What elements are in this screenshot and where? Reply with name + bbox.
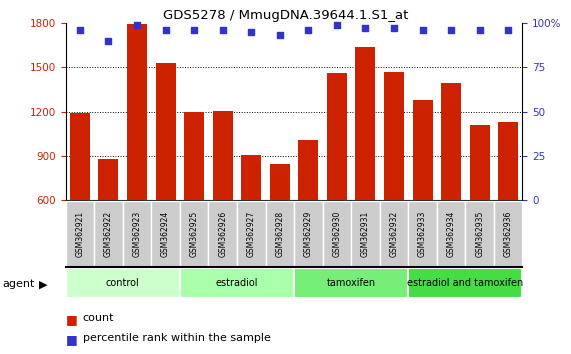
Text: GSM362929: GSM362929 [304,211,313,257]
Text: control: control [106,278,140,288]
FancyBboxPatch shape [294,201,323,267]
Text: ■: ■ [66,313,78,326]
Text: percentile rank within the sample: percentile rank within the sample [83,333,271,343]
Point [75,27,85,33]
FancyBboxPatch shape [266,201,294,267]
Point [132,22,142,28]
Text: GSM362934: GSM362934 [447,211,456,257]
Text: GSM362926: GSM362926 [218,211,227,257]
Text: tamoxifen: tamoxifen [327,278,376,288]
Text: ■: ■ [66,333,78,346]
Text: GSM362922: GSM362922 [104,211,113,257]
Text: GSM362935: GSM362935 [475,211,484,257]
Bar [327,73,347,200]
Bar [412,100,433,200]
Text: count: count [83,313,114,323]
FancyBboxPatch shape [323,201,351,267]
Text: GSM362932: GSM362932 [389,211,399,257]
Bar [470,125,490,200]
FancyBboxPatch shape [408,268,522,298]
Bar [99,159,119,200]
Bar [270,164,290,200]
Bar [355,47,375,200]
FancyBboxPatch shape [66,201,94,267]
Bar [498,122,518,200]
Point [332,22,341,28]
FancyBboxPatch shape [351,201,380,267]
Text: ▶: ▶ [39,279,47,289]
Bar [384,72,404,200]
Bar [155,63,176,200]
Point [389,25,399,31]
FancyBboxPatch shape [94,201,123,267]
Bar [184,112,204,200]
Text: GSM362936: GSM362936 [504,211,513,257]
Text: GSM362931: GSM362931 [361,211,370,257]
FancyBboxPatch shape [66,268,180,298]
Point [418,27,427,33]
FancyBboxPatch shape [151,201,180,267]
Point [304,27,313,33]
Bar [299,139,319,200]
FancyBboxPatch shape [123,201,151,267]
Text: GSM362925: GSM362925 [190,211,199,257]
FancyBboxPatch shape [465,201,494,267]
FancyBboxPatch shape [180,201,208,267]
Point [275,33,284,38]
FancyBboxPatch shape [494,201,522,267]
Point [190,27,199,33]
Text: GSM362930: GSM362930 [332,211,341,257]
Text: GDS5278 / MmugDNA.39644.1.S1_at: GDS5278 / MmugDNA.39644.1.S1_at [163,9,408,22]
Point [447,27,456,33]
Bar [213,111,233,200]
Text: agent: agent [3,279,35,289]
Point [104,38,113,44]
Point [504,27,513,33]
FancyBboxPatch shape [437,201,465,267]
Bar [241,155,262,200]
Text: GSM362933: GSM362933 [418,211,427,257]
Bar [70,113,90,200]
Bar [441,84,461,200]
Text: GSM362923: GSM362923 [132,211,142,257]
Text: GSM362928: GSM362928 [275,211,284,257]
Text: estradiol: estradiol [216,278,258,288]
FancyBboxPatch shape [408,201,437,267]
Text: GSM362921: GSM362921 [75,211,85,257]
FancyBboxPatch shape [380,201,408,267]
Text: estradiol and tamoxifen: estradiol and tamoxifen [407,278,524,288]
Point [361,25,370,31]
FancyBboxPatch shape [180,268,294,298]
Text: GSM362924: GSM362924 [161,211,170,257]
Point [218,27,227,33]
Bar [127,24,147,200]
Text: GSM362927: GSM362927 [247,211,256,257]
FancyBboxPatch shape [294,268,408,298]
FancyBboxPatch shape [237,201,266,267]
FancyBboxPatch shape [208,201,237,267]
Point [247,29,256,35]
Point [161,27,170,33]
Point [475,27,484,33]
